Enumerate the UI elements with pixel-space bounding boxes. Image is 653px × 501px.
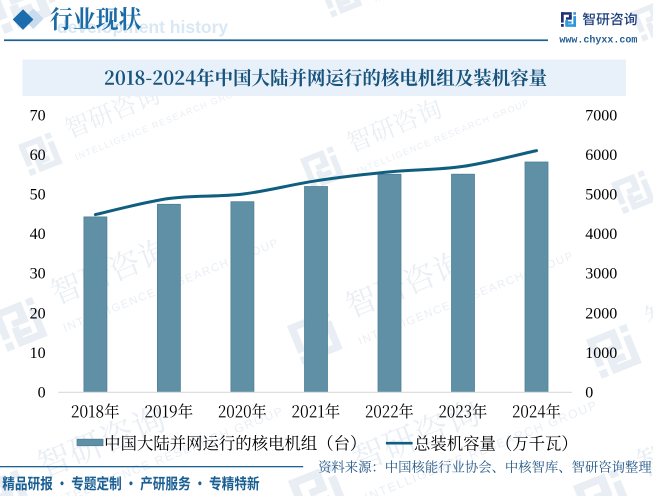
svg-text:www.chyxx.com: www.chyxx.com	[559, 35, 637, 47]
svg-text:6000: 6000	[585, 147, 617, 164]
svg-text:INTELLIGENCE RESEARCH GROUP: INTELLIGENCE RESEARCH GROUP	[363, 398, 600, 496]
svg-text:40: 40	[30, 226, 46, 243]
svg-text:50: 50	[30, 187, 46, 204]
svg-text:7000: 7000	[585, 107, 617, 124]
svg-text:20: 20	[30, 305, 46, 322]
svg-text:0: 0	[38, 385, 46, 402]
svg-text:0: 0	[585, 385, 593, 402]
svg-text:INTELLIGENCE RESEARCH GROUP: INTELLIGENCE RESEARCH GROUP	[373, 0, 540, 4]
svg-text:3000: 3000	[585, 266, 617, 283]
svg-text:5000: 5000	[585, 187, 617, 204]
svg-text:1000: 1000	[585, 345, 617, 362]
svg-text:70: 70	[30, 107, 46, 124]
svg-text:60: 60	[30, 147, 46, 164]
svg-text:30: 30	[30, 266, 46, 283]
svg-text:10: 10	[30, 345, 46, 362]
svg-text:4000: 4000	[585, 226, 617, 243]
svg-text:2000: 2000	[585, 305, 617, 322]
